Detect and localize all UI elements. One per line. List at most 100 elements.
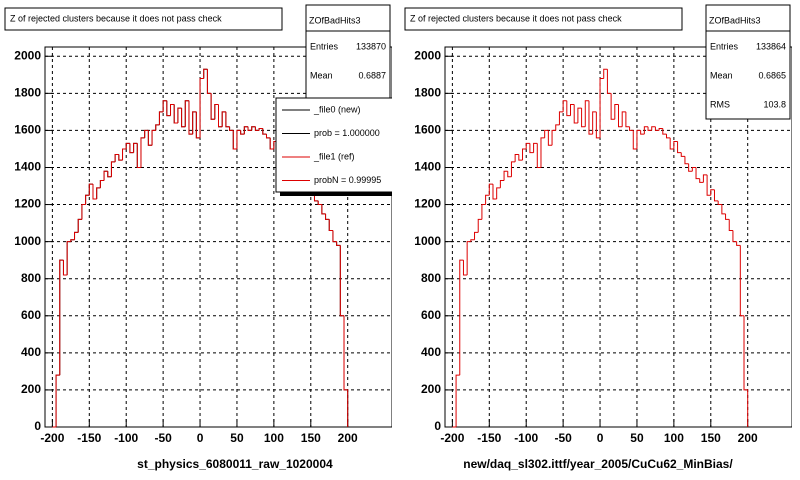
histogram-bin [488, 183, 493, 196]
histogram-bin [736, 241, 741, 246]
x-tick-label: 0 [597, 431, 604, 445]
histogram-bin [485, 194, 490, 205]
stats-value: 0.6887 [358, 70, 386, 80]
stats-value: 133864 [756, 41, 786, 51]
histogram-bin [514, 154, 519, 162]
y-tick-label: 2000 [14, 48, 41, 62]
histogram-bin [636, 129, 641, 149]
histogram-bin [739, 245, 745, 317]
stats-label: Mean [710, 70, 733, 80]
histogram-bin [466, 241, 471, 275]
histogram-bin [147, 130, 153, 146]
histogram-bin [625, 111, 630, 128]
y-tick-label: 1200 [14, 197, 41, 211]
x-tick-label: 150 [301, 431, 321, 445]
histogram-bin [265, 134, 271, 139]
histogram-bin [332, 230, 337, 243]
x-tick-label: 50 [630, 431, 644, 445]
x-tick-label: 200 [338, 431, 358, 445]
histogram-bin [713, 189, 719, 202]
y-tick-label: 1400 [414, 160, 441, 174]
histogram-bin [503, 170, 508, 181]
stats-label: Entries [310, 41, 339, 51]
x-tick-label: 50 [230, 431, 244, 445]
histogram-bin [184, 100, 189, 127]
x-tick-label: -50 [554, 431, 572, 445]
histogram-bin [629, 126, 634, 131]
histogram-bin [155, 124, 160, 131]
y-tick-label: 200 [21, 382, 41, 396]
histogram-bin [136, 143, 141, 168]
histogram-bin [206, 69, 212, 94]
histogram-bin [743, 315, 749, 427]
histogram-bin [610, 93, 615, 120]
stats-label: Mean [310, 70, 333, 80]
histogram-bin [673, 141, 678, 149]
histogram-bin [243, 126, 249, 135]
histogram-bin [551, 129, 556, 146]
histogram-bin [533, 142, 538, 153]
histogram-bin [507, 171, 512, 178]
histogram-bin [677, 141, 682, 154]
histogram-bin [481, 204, 486, 220]
histogram-bin [654, 126, 660, 131]
histogram-bin [462, 260, 468, 276]
histogram-bin [133, 142, 138, 153]
histogram-bin [474, 231, 479, 240]
y-tick-label: 1400 [14, 160, 41, 174]
histogram-bin [680, 152, 685, 157]
histogram-bin [510, 161, 516, 177]
histogram-bin [592, 111, 597, 135]
histogram-bin [721, 204, 726, 215]
histogram-bin [170, 103, 175, 116]
histogram-bin [606, 69, 612, 94]
histogram-bin [258, 128, 263, 131]
y-tick-label: 2000 [414, 48, 441, 62]
histogram-bin [240, 130, 245, 135]
stats-value: 0.6865 [758, 70, 786, 80]
histogram-bin [188, 100, 193, 135]
histogram-bin [55, 374, 60, 427]
histogram-bin [328, 219, 333, 232]
histogram-bin [269, 137, 274, 150]
histogram-bin [706, 174, 711, 196]
stats-label: Entries [710, 41, 739, 51]
legend-label: _file1 (ref) [313, 151, 355, 161]
x-tick-label: 200 [738, 431, 758, 445]
histogram-bin [103, 170, 108, 181]
y-tick-label: 600 [21, 308, 41, 322]
histogram-bin [669, 137, 674, 150]
stats-box [705, 4, 791, 120]
x-tick-label: -150 [77, 431, 101, 445]
histogram-bin [732, 230, 737, 243]
legend-box [275, 97, 392, 193]
y-tick-label: 800 [421, 271, 441, 285]
histogram-bin [162, 100, 167, 112]
histogram-bin [229, 126, 234, 131]
histogram-bin [247, 126, 252, 131]
histogram-bin [140, 137, 145, 168]
histogram-bin [85, 194, 90, 205]
legend-label: _file0 (new) [313, 104, 361, 114]
histogram-bin [665, 134, 671, 139]
histogram-bin [110, 161, 116, 177]
histogram-bin [251, 126, 256, 131]
y-tick-label: 1800 [14, 86, 41, 100]
legend-label: prob = 1.000000 [314, 128, 380, 138]
histogram-bin [695, 167, 700, 180]
x-axis-title: new/daq_sl302.ittf/year_2005/CuCu62_MinB… [463, 457, 733, 471]
histogram-bin [688, 163, 693, 172]
histogram-bin [144, 129, 149, 138]
histogram-bin [459, 259, 464, 376]
histogram-bin [325, 213, 330, 220]
legend-label: probN = 0.99995 [314, 175, 381, 185]
histogram-bin [317, 200, 322, 206]
histogram-bin [321, 204, 326, 215]
histogram-bin [577, 107, 582, 123]
histogram-bin [96, 187, 101, 199]
histogram-bin [647, 126, 652, 131]
histogram-bin [210, 93, 215, 120]
histogram-bin [195, 111, 201, 139]
x-tick-label: -200 [40, 431, 64, 445]
histogram-bin [262, 128, 267, 135]
